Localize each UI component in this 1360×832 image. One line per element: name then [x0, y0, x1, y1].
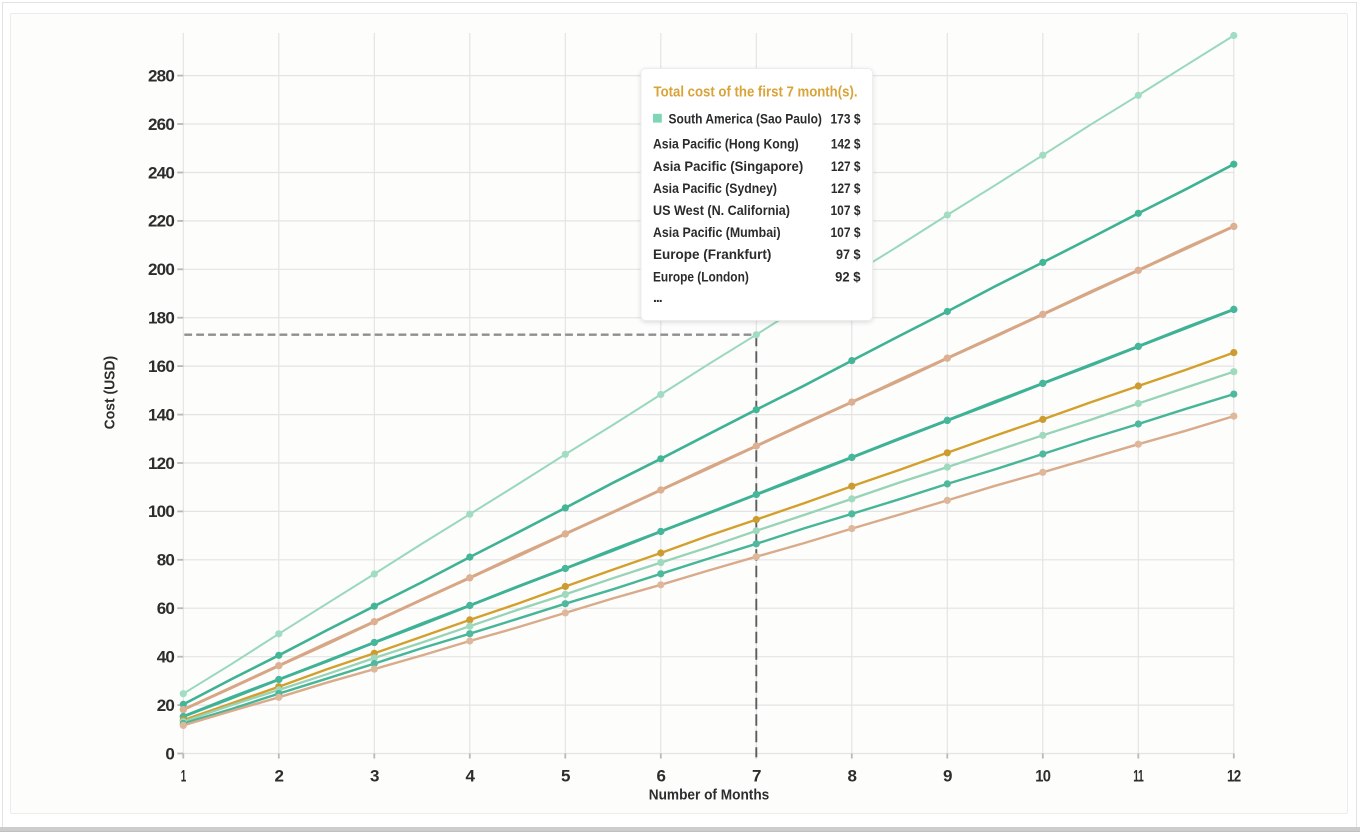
svg-text:Asia Pacific (Hong Kong): Asia Pacific (Hong Kong) [653, 136, 799, 152]
svg-text:0: 0 [165, 744, 174, 763]
svg-text:Europe (London): Europe (London) [653, 268, 749, 284]
svg-text:11: 11 [1133, 766, 1143, 785]
svg-text:3: 3 [370, 766, 379, 785]
svg-text:40: 40 [157, 648, 175, 667]
svg-text:US West (N. California): US West (N. California) [653, 202, 790, 218]
svg-text:220: 220 [148, 212, 174, 231]
svg-text:1: 1 [181, 766, 186, 785]
svg-text:240: 240 [148, 163, 174, 182]
svg-text:80: 80 [157, 551, 175, 570]
svg-text:Asia Pacific (Mumbai): Asia Pacific (Mumbai) [653, 224, 781, 240]
svg-text:12: 12 [1227, 766, 1241, 785]
svg-text:127 $: 127 $ [831, 158, 861, 174]
svg-text:South America (Sao Paulo): South America (Sao Paulo) [669, 110, 822, 126]
svg-text:127 $: 127 $ [831, 180, 861, 196]
svg-text:107 $: 107 $ [831, 202, 861, 218]
svg-text:5: 5 [561, 766, 570, 785]
svg-text:120: 120 [148, 454, 174, 473]
svg-text:142 $: 142 $ [831, 136, 861, 152]
svg-text:200: 200 [148, 260, 174, 279]
svg-text:180: 180 [148, 309, 174, 328]
svg-text:10: 10 [1035, 766, 1050, 785]
svg-text:...: ... [653, 289, 662, 305]
svg-text:100: 100 [148, 502, 174, 521]
svg-text:20: 20 [157, 696, 175, 715]
svg-text:97 $: 97 $ [836, 246, 861, 262]
svg-text:Cost (USD): Cost (USD) [102, 356, 119, 430]
svg-text:260: 260 [148, 115, 174, 134]
svg-text:92 $: 92 $ [835, 268, 861, 284]
svg-text:Total cost of the first 7 mont: Total cost of the first 7 month(s). [654, 85, 858, 101]
svg-text:Asia Pacific (Sydney): Asia Pacific (Sydney) [653, 180, 777, 196]
svg-text:160: 160 [148, 357, 174, 376]
svg-text:107 $: 107 $ [831, 224, 861, 240]
svg-text:60: 60 [157, 599, 175, 618]
svg-text:2: 2 [274, 766, 283, 785]
svg-text:Asia Pacific (Singapore): Asia Pacific (Singapore) [653, 158, 803, 174]
svg-text:4: 4 [465, 766, 475, 785]
svg-text:Number of Months: Number of Months [649, 786, 770, 803]
svg-text:6: 6 [656, 766, 665, 785]
svg-text:280: 280 [148, 66, 174, 85]
svg-text:8: 8 [847, 766, 856, 785]
svg-text:173 $: 173 $ [831, 110, 861, 126]
svg-text:140: 140 [148, 405, 174, 424]
svg-text:7: 7 [752, 766, 761, 785]
svg-text:9: 9 [943, 766, 952, 785]
svg-text:Europe (Frankfurt): Europe (Frankfurt) [653, 246, 771, 262]
